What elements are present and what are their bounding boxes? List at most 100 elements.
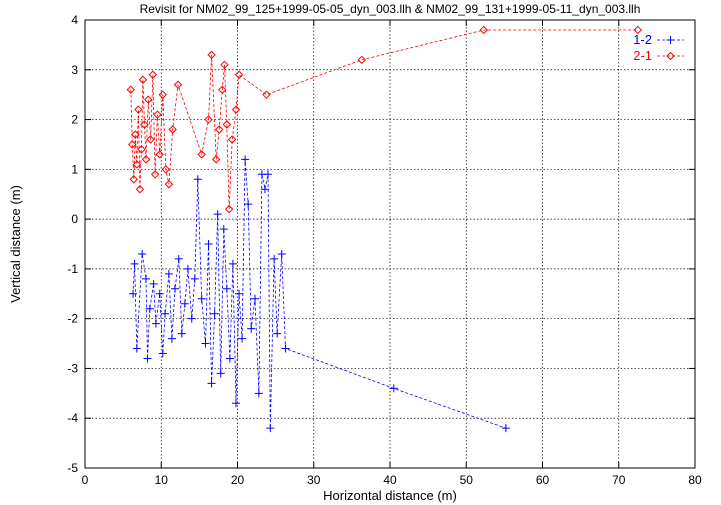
data-point [238,334,247,343]
x-tick-label: 30 [307,473,321,487]
y-tick-label: 0 [71,212,78,226]
data-point [143,354,152,363]
data-point [251,294,260,303]
data-point [164,180,174,189]
data-point [213,210,222,219]
data-point [190,274,199,283]
axis-ticks: 0 10 20 30 40 50 60 70 80 -5 -4 -3 -2 -1 0 1 2 3 4 [67,13,702,487]
y-tick-label: 4 [71,13,78,27]
data-point [235,289,244,298]
legend-marker [666,36,675,44]
y-tick-label: -4 [67,411,78,425]
data-point [126,85,135,94]
y-tick-label: 3 [71,63,78,77]
x-axis-label: Horizontal distance (m) [323,488,457,503]
series-1-2 [129,155,510,433]
data-point [227,135,237,144]
data-point [132,344,141,353]
data-point [389,384,398,393]
data-point [270,254,279,263]
data-point [183,264,192,273]
data-point [129,175,139,184]
data-point [150,170,160,179]
data-point [146,135,155,144]
y-tick-label: -2 [67,312,78,326]
legend-label: 2-1 [633,48,652,63]
data-point [155,289,164,298]
data-point [222,120,232,129]
data-point [273,329,282,338]
data-point [134,105,143,114]
data-point [145,304,154,313]
data-point [174,254,183,263]
series-line [130,29,638,210]
data-point [131,130,140,139]
data-point [204,115,213,124]
data-point [266,424,275,433]
data-point [254,389,263,398]
data-point [197,150,206,159]
data-point [180,299,189,308]
data-point [155,150,164,159]
x-tick-label: 60 [536,473,550,487]
data-point [128,140,137,149]
data-point [357,55,366,65]
y-tick-label: 1 [71,162,78,176]
data-point [164,269,173,278]
data-point [479,25,488,35]
x-tick-label: 70 [612,473,626,487]
y-tick-label: -5 [67,461,78,475]
data-point [140,120,149,129]
data-point [170,284,179,293]
x-tick-label: 80 [688,473,702,487]
data-point [187,314,196,323]
data-point [225,354,234,363]
chart-title: Revisit for NM02_99_125+1999-05-05_dyn_0… [140,2,641,16]
data-point [224,204,234,214]
data-point [130,259,139,268]
data-point [158,349,167,358]
series-layer [126,25,643,433]
data-point [219,225,228,234]
data-point [501,424,510,433]
data-point [137,145,146,154]
series-2-1 [126,25,643,214]
legend: 1-22-1 [633,32,684,63]
data-point [231,399,240,408]
data-point [193,175,202,184]
data-point [144,95,153,104]
data-point [142,274,150,283]
data-point [173,80,183,89]
data-point [153,110,162,119]
y-tick-label: -3 [67,361,78,375]
data-point [260,185,269,194]
x-tick-label: 10 [155,473,169,487]
data-point [281,344,290,353]
data-point [197,294,206,303]
data-point [210,309,219,318]
data-point [161,309,170,318]
data-point [264,170,272,179]
data-point [167,334,176,343]
data-point [277,249,286,258]
data-point [244,200,253,209]
data-point [214,125,224,134]
data-point [161,165,171,174]
y-tick-label: -1 [67,262,78,276]
data-point [231,105,241,114]
data-point [135,185,145,194]
data-point [222,284,231,293]
x-tick-label: 0 [82,473,89,487]
data-point [218,85,227,94]
data-point [177,329,186,338]
data-point [220,60,229,70]
y-axis-label: Vertical distance (m) [8,185,23,303]
data-point [129,289,138,298]
data-point [148,70,158,79]
x-tick-label: 40 [383,473,397,487]
data-point [141,155,151,164]
x-tick-label: 20 [231,473,245,487]
data-point [207,379,216,388]
data-point [241,155,250,164]
data-point [138,249,147,258]
